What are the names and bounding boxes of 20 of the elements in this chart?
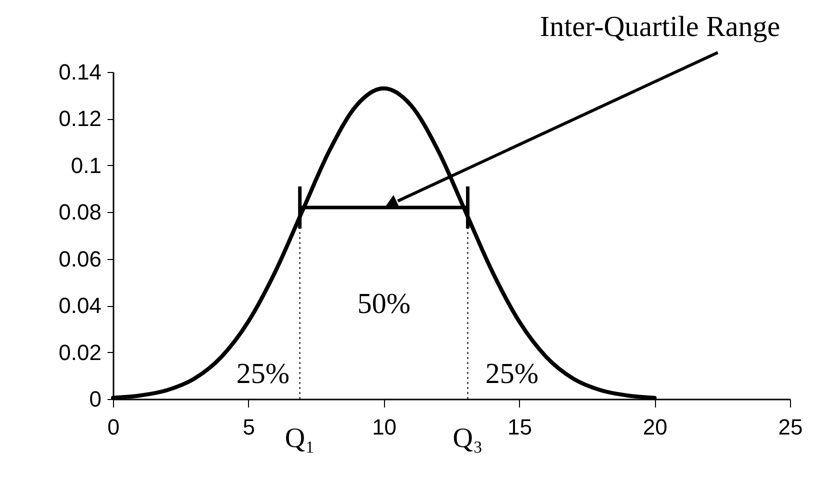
y-tick-label: 0.04 xyxy=(58,293,102,318)
y-tick-label: 0.1 xyxy=(70,152,102,178)
x-tick-label: 5 xyxy=(242,414,256,440)
ref-line-label: Q₃ xyxy=(452,423,483,454)
x-tick-label: 10 xyxy=(372,414,397,440)
y-tick-label: 0.12 xyxy=(58,106,102,132)
x-tick-label: 25 xyxy=(778,414,803,440)
ref-line-label: Q₁ xyxy=(284,423,315,454)
annotation: 25% xyxy=(236,358,290,390)
x-tick-label: 20 xyxy=(642,414,668,440)
y-tick-label: 0 xyxy=(89,386,102,412)
y-tick-label: 0.06 xyxy=(58,246,102,272)
x-tick-label: 15 xyxy=(507,414,532,440)
y-tick-label: 0.14 xyxy=(58,60,102,84)
annotation: 50% xyxy=(357,288,411,320)
y-tick-label: 0.02 xyxy=(58,340,102,365)
text: Inter-Quartile Range xyxy=(540,11,780,43)
annotation: 25% xyxy=(485,358,539,390)
x-tick-label: 0 xyxy=(107,414,120,440)
y-tick-label: 0.08 xyxy=(58,200,102,225)
